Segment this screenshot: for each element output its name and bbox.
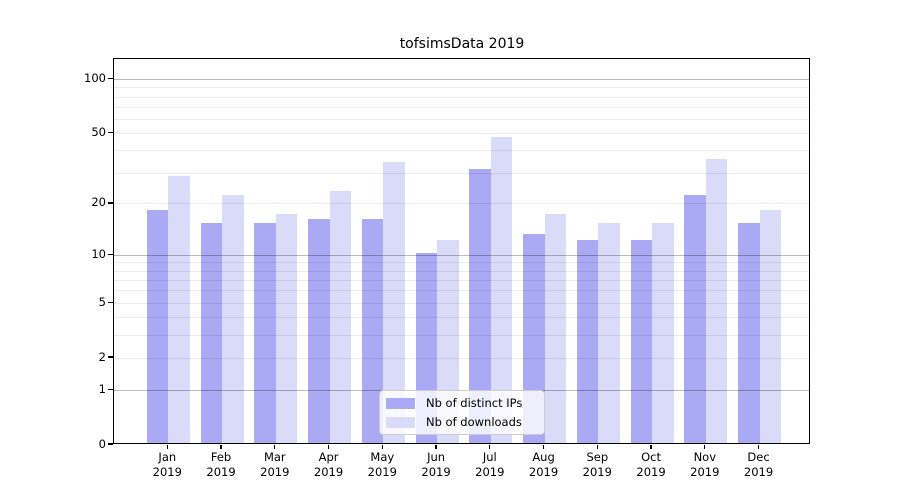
chart-title: tofsimsData 2019	[399, 36, 525, 52]
y-tick-mark-2	[108, 356, 113, 358]
y-tick-label-20: 20	[91, 195, 106, 210]
bar-mar-downloads	[275, 214, 298, 443]
legend-swatch-distinct-ips	[386, 397, 415, 409]
gridline-5	[114, 302, 809, 304]
plot-area	[113, 58, 810, 444]
y-tick-label-2: 2	[98, 349, 106, 364]
bar-dec-downloads	[759, 209, 782, 443]
x-tick-label-jan: Jan 2019	[152, 450, 182, 479]
bar-nov-downloads	[705, 159, 728, 443]
bar-aug-downloads	[544, 214, 567, 443]
gridline-90	[114, 87, 809, 89]
gridline-8	[114, 270, 809, 272]
legend: Nb of distinct IPs Nb of downloads	[379, 390, 545, 435]
y-tick-mark-5	[108, 301, 113, 303]
x-tick-mark-jan	[166, 444, 168, 449]
y-tick-mark-100	[108, 77, 113, 80]
y-tick-label-5: 5	[98, 294, 106, 309]
x-tick-label-may: May 2019	[367, 450, 397, 479]
bar-oct-ips	[630, 239, 653, 443]
bar-jul-downloads	[490, 136, 513, 443]
x-tick-mark-sep	[596, 444, 598, 449]
legend-item-downloads: Nb of downloads	[386, 415, 538, 430]
gridline-50	[114, 133, 809, 135]
gridline-80	[114, 96, 809, 98]
bar-nov-ips	[684, 194, 706, 443]
x-tick-label-jun: Jun 2019	[421, 450, 451, 479]
gridline-4	[114, 317, 809, 319]
bar-oct-downloads	[652, 223, 674, 443]
gridline-30	[114, 172, 809, 174]
x-tick-mark-aug	[542, 444, 545, 449]
x-tick-label-nov: Nov 2019	[690, 450, 720, 479]
x-tick-label-feb: Feb 2019	[206, 450, 236, 479]
y-tick-label-100: 100	[84, 71, 106, 86]
x-tick-mark-oct	[650, 444, 652, 449]
x-tick-label-oct: Oct 2019	[636, 450, 666, 479]
x-tick-label-dec: Dec 2019	[743, 450, 774, 479]
bar-sep-ips	[576, 239, 599, 443]
bar-mar-ips	[254, 223, 276, 443]
bar-feb-downloads	[222, 194, 244, 443]
y-tick-label-0: 0	[98, 436, 106, 451]
x-tick-mark-apr	[327, 444, 330, 449]
gridline-3	[114, 334, 809, 336]
y-tick-mark-50	[108, 132, 113, 134]
x-tick-mark-dec	[757, 444, 760, 449]
bar-may-ips	[361, 218, 384, 443]
gridline-70	[114, 106, 809, 108]
legend-label-downloads: Nb of downloads	[426, 414, 522, 429]
legend-swatch-downloads	[386, 416, 415, 428]
x-tick-label-aug: Aug 2019	[528, 450, 559, 479]
gridline-7	[114, 279, 809, 281]
x-tick-label-jul: Jul 2019	[475, 450, 505, 479]
y-tick-mark-10	[108, 253, 113, 255]
bar-jan-downloads	[168, 176, 190, 443]
gridline-6	[114, 290, 809, 292]
y-tick-label-1: 1	[98, 381, 106, 396]
y-tick-mark-1	[108, 388, 113, 390]
bar-jul-ips	[469, 168, 491, 443]
bar-apr-downloads	[329, 191, 352, 443]
x-tick-label-mar: Mar 2019	[260, 450, 290, 479]
x-tick-label-sep: Sep 2019	[582, 450, 612, 479]
gridline-40	[114, 150, 809, 152]
bar-sep-downloads	[598, 223, 620, 443]
x-tick-mark-jul	[489, 444, 491, 449]
gridline-2	[114, 357, 809, 359]
y-tick-mark-0	[108, 443, 113, 445]
legend-item-distinct-ips: Nb of distinct IPs	[386, 396, 538, 411]
x-tick-mark-feb	[220, 444, 222, 449]
gridline-9	[114, 262, 809, 264]
y-tick-label-10: 10	[91, 246, 106, 261]
bar-dec-ips	[738, 223, 760, 443]
x-tick-mark-may	[381, 444, 383, 449]
y-tick-label-50: 50	[91, 125, 106, 140]
legend-label-distinct-ips: Nb of distinct IPs	[426, 395, 523, 410]
gridline-10	[114, 254, 809, 256]
x-tick-mark-jun	[435, 444, 437, 449]
x-tick-mark-nov	[704, 444, 706, 449]
x-tick-label-apr: Apr 2019	[313, 450, 344, 479]
bar-may-downloads	[383, 161, 405, 443]
bar-apr-ips	[308, 218, 330, 443]
bar-jan-ips	[146, 209, 169, 443]
gridline-20	[114, 203, 809, 205]
bar-feb-ips	[200, 223, 223, 443]
x-tick-mark-mar	[274, 444, 276, 449]
gridline-60	[114, 119, 809, 121]
y-tick-mark-20	[108, 202, 113, 204]
gridline-100	[114, 79, 809, 81]
